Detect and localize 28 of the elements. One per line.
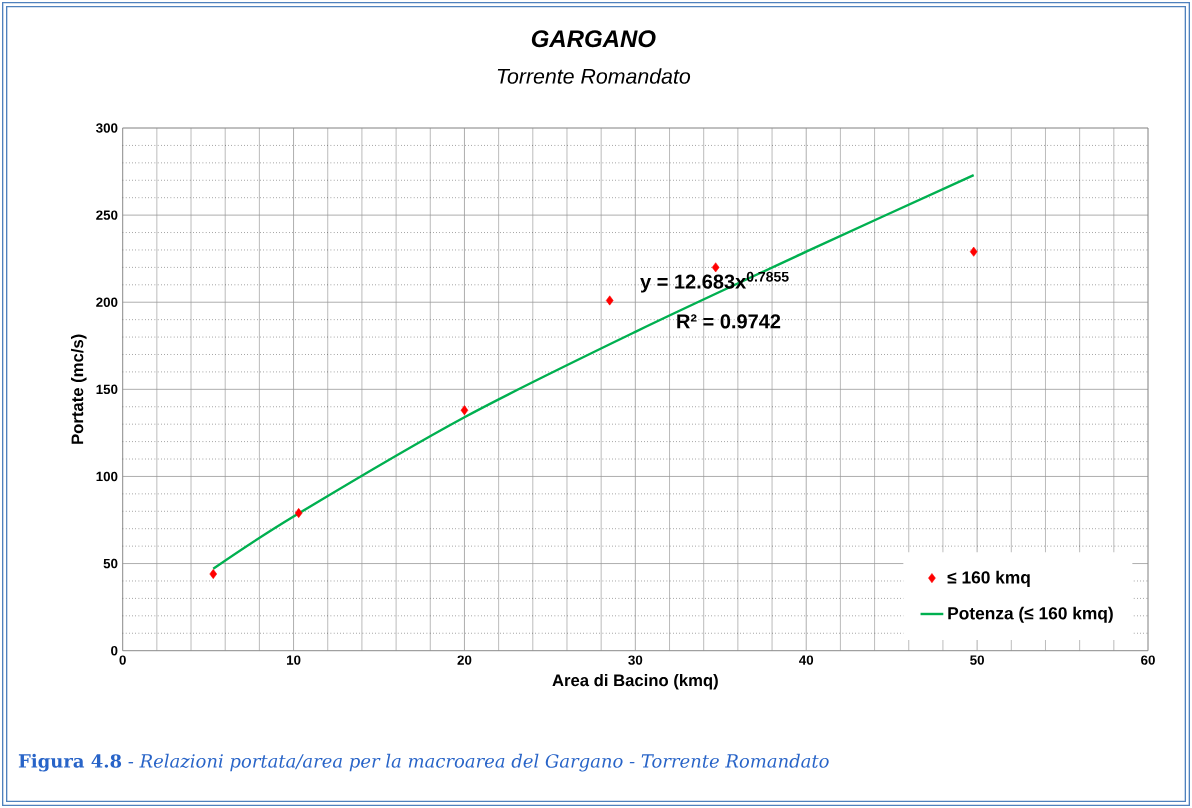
y-tick-label: 50: [103, 558, 118, 569]
point: [209, 569, 218, 579]
point: [969, 246, 978, 257]
y-tick-label: 250: [96, 210, 118, 220]
y-tick-label: 100: [96, 471, 118, 482]
x-tick-label: 40: [799, 655, 814, 665]
point: [294, 508, 303, 518]
point: [605, 295, 614, 306]
point: [460, 405, 469, 416]
x-tick-label: 60: [1141, 655, 1155, 665]
x-tick-label: 50: [970, 655, 984, 665]
x-axis-title: Area di Bacino (kmq): [552, 673, 718, 690]
y-tick-label: 300: [96, 123, 118, 133]
x-tick-label: 0: [119, 655, 126, 665]
legend-label: Potenza (≤ 160 kmq): [948, 606, 1113, 623]
legend-label: ≤ 160 kmq: [947, 570, 1030, 587]
x-tick-label: 30: [628, 655, 643, 665]
y-tick-label: 0: [111, 645, 118, 656]
annotation: R² = 0.9742: [677, 314, 781, 329]
y-axis-title: Portate (mc/s): [71, 334, 87, 444]
chart-subtitle: Torrente Romandato: [497, 68, 691, 84]
y-tick-label: 150: [96, 384, 118, 395]
point: [711, 262, 720, 273]
x-tick-label: 20: [457, 655, 472, 665]
chart-title: GARGANO: [531, 30, 656, 48]
text: Figura 4.8 - Relazioni portata/area per la macroarea del Gargano - Torrente Romandato: [18, 753, 829, 772]
x-tick-label: 10: [286, 655, 301, 665]
y-tick-label: 200: [96, 297, 118, 307]
